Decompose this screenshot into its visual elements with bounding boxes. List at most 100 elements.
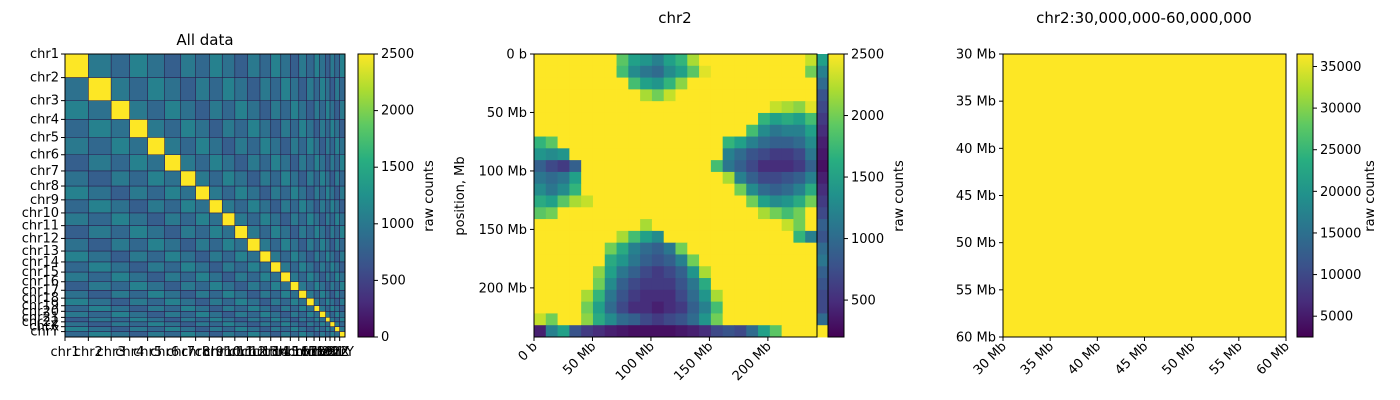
- heatmap-cell: [592, 242, 606, 255]
- heatmap-block: [314, 225, 320, 239]
- heatmap-cell: [805, 207, 818, 220]
- heatmap-block: [306, 311, 315, 318]
- heatmap-cell: [616, 171, 629, 185]
- heatmap-block: [164, 251, 182, 263]
- heatmap-block: [180, 305, 196, 312]
- heatmap-block: [280, 77, 291, 101]
- heatmap-cell: [640, 101, 653, 114]
- heatmap-block: [339, 261, 346, 273]
- heatmap-block: [290, 326, 300, 332]
- heatmap-cell: [687, 242, 700, 255]
- heatmap-cell: [604, 89, 617, 102]
- heatmap-block: [290, 311, 300, 318]
- heatmap-diagonal-block: [111, 100, 131, 120]
- heatmap-block: [111, 261, 131, 273]
- heatmap-block: [222, 311, 236, 318]
- panel1-x-ticks: chr1chr2chr3chr4chr5chr6chr7chr8chr9chr1…: [50, 337, 354, 360]
- heatmap-block: [209, 272, 223, 283]
- x-tick-label: chr14: [252, 345, 289, 360]
- heatmap-block: [330, 119, 336, 138]
- heatmap-cell: [758, 183, 771, 196]
- panel3-heatmap-fill: [1003, 54, 1286, 337]
- heatmap-cell: [675, 54, 688, 67]
- heatmap-cell: [793, 325, 806, 338]
- heatmap-cell: [569, 266, 582, 279]
- heatmap-cell: [758, 219, 771, 232]
- heatmap-cell: [663, 313, 676, 326]
- y-tick-label: chr10: [22, 206, 59, 221]
- heatmap-block: [290, 305, 300, 312]
- heatmap-cell: [569, 160, 582, 173]
- heatmap-block: [334, 77, 340, 101]
- heatmap-cell: [581, 54, 594, 67]
- heatmap-block: [180, 311, 196, 318]
- heatmap-block: [306, 331, 315, 338]
- heatmap-cell: [781, 195, 794, 208]
- y-tick-label: 150 Mb: [479, 223, 527, 238]
- heatmap-cell: [569, 278, 582, 291]
- heatmap-cell: [640, 54, 653, 67]
- heatmap-block: [88, 305, 112, 312]
- heatmap-block: [180, 238, 196, 252]
- x-tick-label: 45 Mb: [1112, 339, 1151, 378]
- heatmap-block: [259, 154, 272, 172]
- heatmap-block: [65, 77, 89, 101]
- heatmap-cell: [734, 160, 747, 173]
- heatmap-diagonal-block: [234, 225, 248, 239]
- heatmap-block: [88, 100, 112, 120]
- heatmap-cell: [616, 65, 629, 78]
- heatmap-cell: [817, 254, 830, 267]
- heatmap-cell: [663, 266, 676, 279]
- heatmap-block: [330, 54, 336, 78]
- heatmap-block: [270, 225, 282, 239]
- heatmap-block: [319, 170, 326, 187]
- heatmap-cell: [557, 301, 570, 314]
- heatmap-cell: [581, 148, 594, 161]
- heatmap-block: [298, 238, 307, 252]
- heatmap-cell: [581, 171, 594, 185]
- heatmap-cell: [687, 301, 700, 314]
- heatmap-cell: [616, 101, 629, 114]
- x-tick-label: chr17: [280, 345, 317, 360]
- heatmap-cell: [651, 112, 665, 126]
- x-tick-label: chr22: [311, 345, 348, 360]
- heatmap-block: [339, 77, 346, 101]
- heatmap-cell: [817, 148, 830, 161]
- heatmap-cell: [793, 77, 806, 90]
- heatmap-cell: [675, 77, 688, 90]
- heatmap-cell: [734, 230, 747, 244]
- heatmap-block: [334, 54, 340, 78]
- heatmap-block: [111, 238, 131, 252]
- heatmap-cell: [581, 313, 594, 326]
- heatmap-block: [209, 212, 223, 226]
- heatmap-block: [334, 261, 340, 273]
- heatmap-block: [334, 100, 340, 120]
- heatmap-cell: [734, 242, 747, 255]
- colorbar-tick-label: 35000: [1320, 60, 1361, 75]
- heatmap-block: [147, 238, 165, 252]
- heatmap-block: [147, 77, 165, 101]
- heatmap-block: [298, 261, 307, 273]
- heatmap-block: [111, 54, 131, 78]
- heatmap-cell: [758, 77, 771, 90]
- heatmap-cell: [616, 313, 629, 326]
- heatmap-block: [209, 298, 223, 307]
- heatmap-block: [280, 137, 291, 156]
- heatmap-cell: [699, 89, 712, 102]
- heatmap-cell: [781, 313, 794, 326]
- heatmap-block: [306, 137, 315, 156]
- heatmap-block: [180, 290, 196, 299]
- heatmap-block: [111, 225, 131, 239]
- heatmap-cell: [616, 136, 629, 149]
- heatmap-cell: [805, 325, 818, 338]
- heatmap-diagonal-block: [314, 305, 320, 312]
- heatmap-cell: [722, 278, 735, 291]
- heatmap-cell: [592, 195, 606, 208]
- heatmap-block: [314, 77, 320, 101]
- heatmap-block: [280, 261, 291, 273]
- panel-chr2: chr2 0 b 50 Mb 100 Mb 150 Mb 200 Mb 0 b 50 Mb…: [453, 9, 907, 384]
- heatmap-block: [290, 186, 300, 201]
- heatmap-block: [298, 298, 307, 307]
- heatmap-block: [314, 290, 320, 299]
- heatmap-block: [314, 54, 320, 78]
